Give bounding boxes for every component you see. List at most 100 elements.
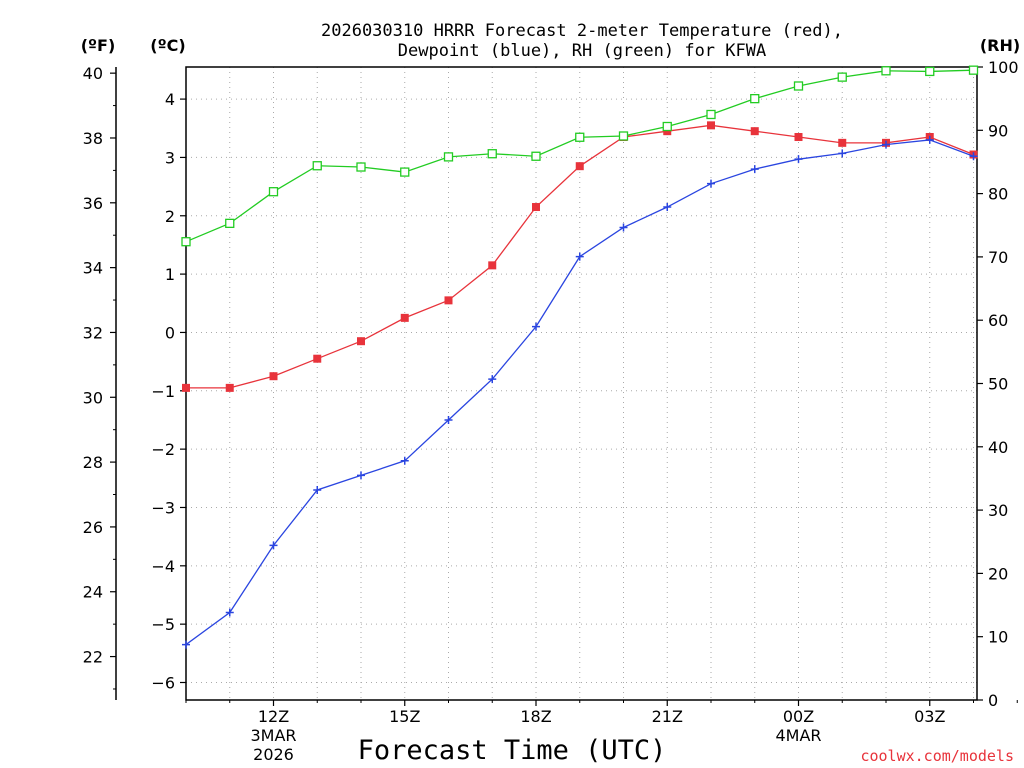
rh-line [185, 69, 974, 243]
chart-title-line2: Dewpoint (blue), RH (green) for KFWA [398, 41, 766, 61]
celsius-tick-label: 0 [165, 323, 175, 342]
dewpoint-point [488, 375, 497, 384]
dewpoint-point [225, 608, 234, 617]
rh-axis-label: (RH) [980, 36, 1020, 55]
rh-point [662, 121, 672, 132]
rh-tick-label: 60 [988, 311, 1008, 330]
x-tick-label: 21Z [652, 707, 683, 726]
dewpoint-point [750, 165, 759, 174]
rh-tick-label: 70 [988, 248, 1008, 267]
fahrenheit-tick-label: 38 [83, 129, 103, 148]
data-series [181, 65, 979, 649]
dewpoint-point [182, 640, 190, 649]
rh-tick-label: 40 [988, 438, 1008, 457]
dewpoint-point [313, 485, 322, 494]
temperature-point [663, 127, 672, 136]
dewpoint-point [357, 471, 365, 480]
celsius-tick-label: −5 [151, 615, 175, 634]
temperature-point [182, 383, 190, 392]
celsius-tick-label: 1 [165, 265, 175, 284]
celsius-tick-label: −6 [151, 673, 175, 692]
x-tick-label: 18Z [520, 707, 551, 726]
fahrenheit-axis: 22 24 26 28 30 32 34 36 38 40 [83, 64, 116, 690]
watermark-link[interactable]: coolwx.com/models [860, 747, 1014, 765]
fahrenheit-tick-label: 24 [83, 583, 103, 602]
rh-tick-label: 0 [988, 691, 998, 710]
dewpoint-point [838, 149, 847, 158]
x-tick-date: 3MAR [250, 726, 296, 745]
x-tick-label: 12Z [258, 707, 289, 726]
celsius-tick-label: 2 [165, 207, 175, 226]
x-tick-label: 00Z [783, 707, 814, 726]
rh-point [575, 132, 585, 142]
x-axis-label: Forecast Time (UTC) [358, 735, 667, 766]
temperature-point [707, 121, 715, 130]
dewpoint-point [619, 223, 628, 232]
rh-point [531, 151, 541, 161]
dewpoint-point [444, 415, 453, 424]
chart-title-line1: 2026030310 HRRR Forecast 2-meter Tempera… [321, 21, 843, 41]
temperature-point [313, 354, 322, 363]
temperature-point [225, 383, 234, 392]
rh-point [750, 94, 760, 104]
x-tick-date: 4MAR [775, 726, 821, 745]
fahrenheit-tick-label: 22 [83, 648, 103, 667]
celsius-tick-label: 4 [165, 90, 175, 109]
dewpoint-point [882, 140, 890, 149]
temperature-point [794, 133, 803, 142]
dewpoint-point [575, 252, 584, 261]
celsius-tick-label: −3 [151, 498, 175, 517]
rh-tick-label: 50 [988, 375, 1008, 394]
fahrenheit-tick-label: 34 [83, 259, 103, 278]
fahrenheit-tick-label: 28 [83, 453, 103, 472]
rh-point [487, 149, 497, 159]
dewpoint-point [707, 179, 715, 188]
temperature-point [400, 313, 409, 322]
fahrenheit-tick-label: 32 [83, 323, 103, 342]
temperature-point [575, 162, 584, 171]
rh-point [225, 218, 235, 229]
plot-frame [185, 66, 978, 701]
rh-tick-label: 100 [988, 58, 1019, 77]
temperature-point [357, 337, 365, 346]
rh-point [356, 162, 366, 172]
celsius-tick-label: 3 [165, 148, 175, 167]
rh-point [443, 152, 454, 162]
rh-axis: 0 10 20 30 40 50 60 70 80 90 100 [977, 58, 1019, 710]
rh-point [268, 187, 279, 197]
rh-tick-label: 30 [988, 501, 1008, 520]
rh-tick-label: 90 [988, 121, 1008, 140]
x-tick-label: 03Z [914, 707, 945, 726]
dewpoint-point [925, 135, 934, 144]
dewpoint-point [400, 456, 409, 465]
dewpoint-point [969, 152, 978, 161]
rh-point [968, 65, 979, 75]
rh-tick-label: 80 [988, 185, 1008, 204]
fahrenheit-axis-label: (ºF) [81, 36, 116, 55]
rh-tick-label: 10 [988, 628, 1008, 647]
temperature-point [269, 372, 278, 381]
rh-point [618, 131, 629, 141]
rh-point [181, 237, 191, 247]
rh-tick-label: 20 [988, 564, 1008, 583]
fahrenheit-tick-label: 30 [83, 388, 103, 407]
rh-point [793, 81, 804, 91]
dewpoint-point [532, 322, 540, 331]
rh-point [837, 72, 847, 82]
x-tick-label: 15Z [389, 707, 420, 726]
x-tick-year: 2026 [253, 745, 294, 764]
celsius-axis: −6 −5 −4 −3 −2 −1 0 1 2 3 4 [151, 90, 186, 692]
celsius-axis-label: (ºC) [150, 36, 185, 55]
dewpoint-point [663, 203, 672, 212]
dewpoint-point [269, 541, 278, 550]
temperature-point [750, 127, 759, 136]
dewpoint-point [794, 155, 803, 164]
rh-point [400, 167, 410, 177]
temperature-point [838, 138, 847, 147]
rh-point [925, 66, 935, 77]
fahrenheit-tick-label: 26 [83, 518, 103, 537]
rh-point [312, 161, 322, 171]
fahrenheit-tick-label: 36 [83, 194, 103, 213]
